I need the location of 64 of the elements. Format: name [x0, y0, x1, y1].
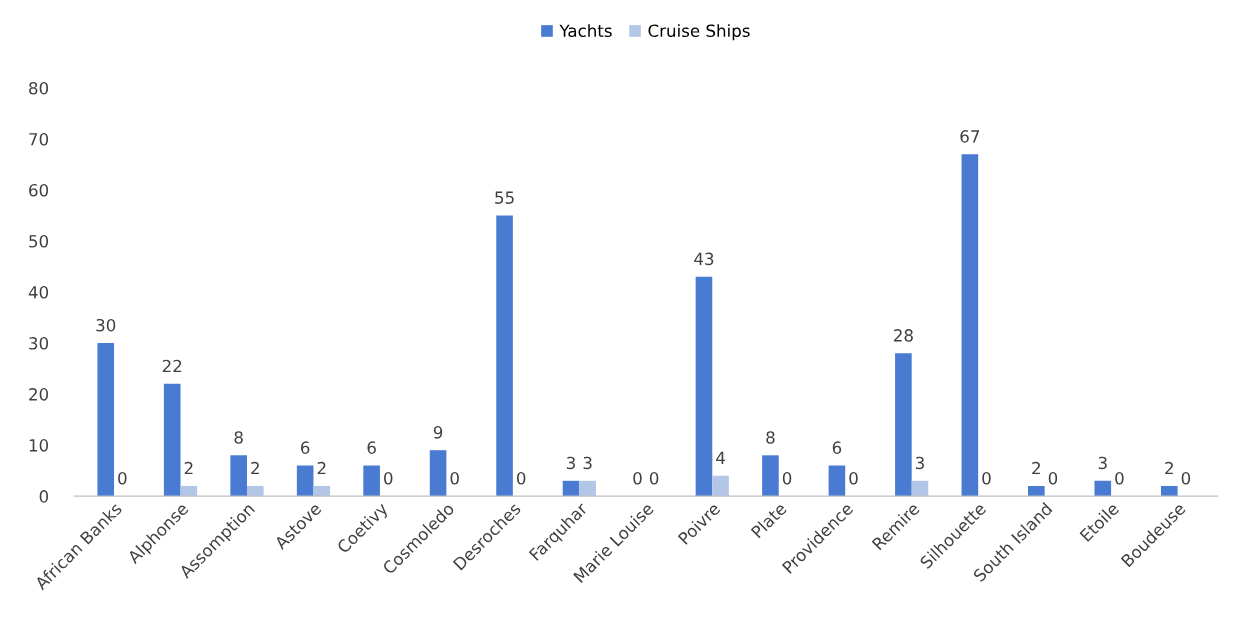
bar [1160, 485, 1178, 497]
y-tick-label: 0 [39, 490, 49, 503]
data-label: 0 [782, 471, 792, 485]
data-label: 2 [184, 461, 193, 475]
data-label: 8 [766, 431, 775, 444]
bar [762, 455, 779, 497]
data-label: 0 [1181, 471, 1191, 485]
data-label: 43 [694, 252, 714, 266]
data-label: 0 [633, 471, 642, 485]
data-label: 3 [567, 456, 575, 470]
data-label: 2 [1032, 461, 1040, 475]
data-label: 0 [1115, 471, 1124, 485]
data-label: 2 [317, 461, 326, 475]
data-label: 55 [495, 191, 514, 204]
y-tick-label: 10 [29, 439, 49, 452]
data-label: 6 [832, 441, 842, 454]
data-label: 2 [251, 461, 259, 475]
bar [828, 465, 846, 497]
data-label: 6 [301, 441, 310, 454]
y-tick-label: 70 [29, 132, 49, 146]
data-label: 8 [234, 431, 243, 444]
data-label: 3 [915, 456, 924, 470]
bar [429, 450, 447, 497]
data-label: 0 [384, 471, 393, 485]
bar [230, 455, 247, 497]
y-tick-label: 60 [29, 183, 49, 197]
bar [163, 383, 181, 497]
data-label: 0 [1048, 471, 1058, 485]
data-label: 30 [96, 318, 116, 332]
bar [1028, 485, 1045, 497]
data-label: 28 [894, 329, 913, 342]
y-tick-label: 30 [29, 337, 49, 350]
bar [296, 465, 314, 497]
y-tick-label: 20 [29, 388, 49, 401]
legend-label: Cruise Ships [648, 24, 750, 41]
data-label: 67 [960, 130, 980, 143]
bar [313, 485, 331, 497]
data-label: 4 [716, 451, 725, 464]
data-label: 0 [118, 471, 127, 485]
bar [712, 475, 729, 497]
legend-label: Yachts [559, 24, 612, 38]
data-label: 3 [1098, 456, 1107, 470]
data-label: 2 [1165, 461, 1173, 475]
bar [363, 465, 380, 497]
bar [97, 343, 115, 497]
bar [246, 485, 264, 497]
data-label: 3 [583, 456, 592, 470]
y-tick-label: 40 [28, 285, 49, 299]
data-label: 0 [849, 471, 858, 485]
data-label: 9 [433, 426, 443, 439]
y-tick-label: 80 [29, 81, 49, 95]
bar [961, 154, 979, 497]
bar [579, 480, 596, 497]
data-label: 0 [982, 471, 991, 485]
data-label: 22 [162, 359, 182, 373]
data-label: 0 [649, 471, 659, 485]
bar [695, 276, 713, 497]
bar [895, 353, 912, 497]
data-label: 6 [367, 441, 376, 454]
data-label: 0 [450, 471, 459, 485]
y-tick-label: 50 [29, 234, 49, 248]
bar [496, 215, 513, 497]
data-label: 0 [516, 471, 526, 485]
bar [1094, 480, 1112, 497]
